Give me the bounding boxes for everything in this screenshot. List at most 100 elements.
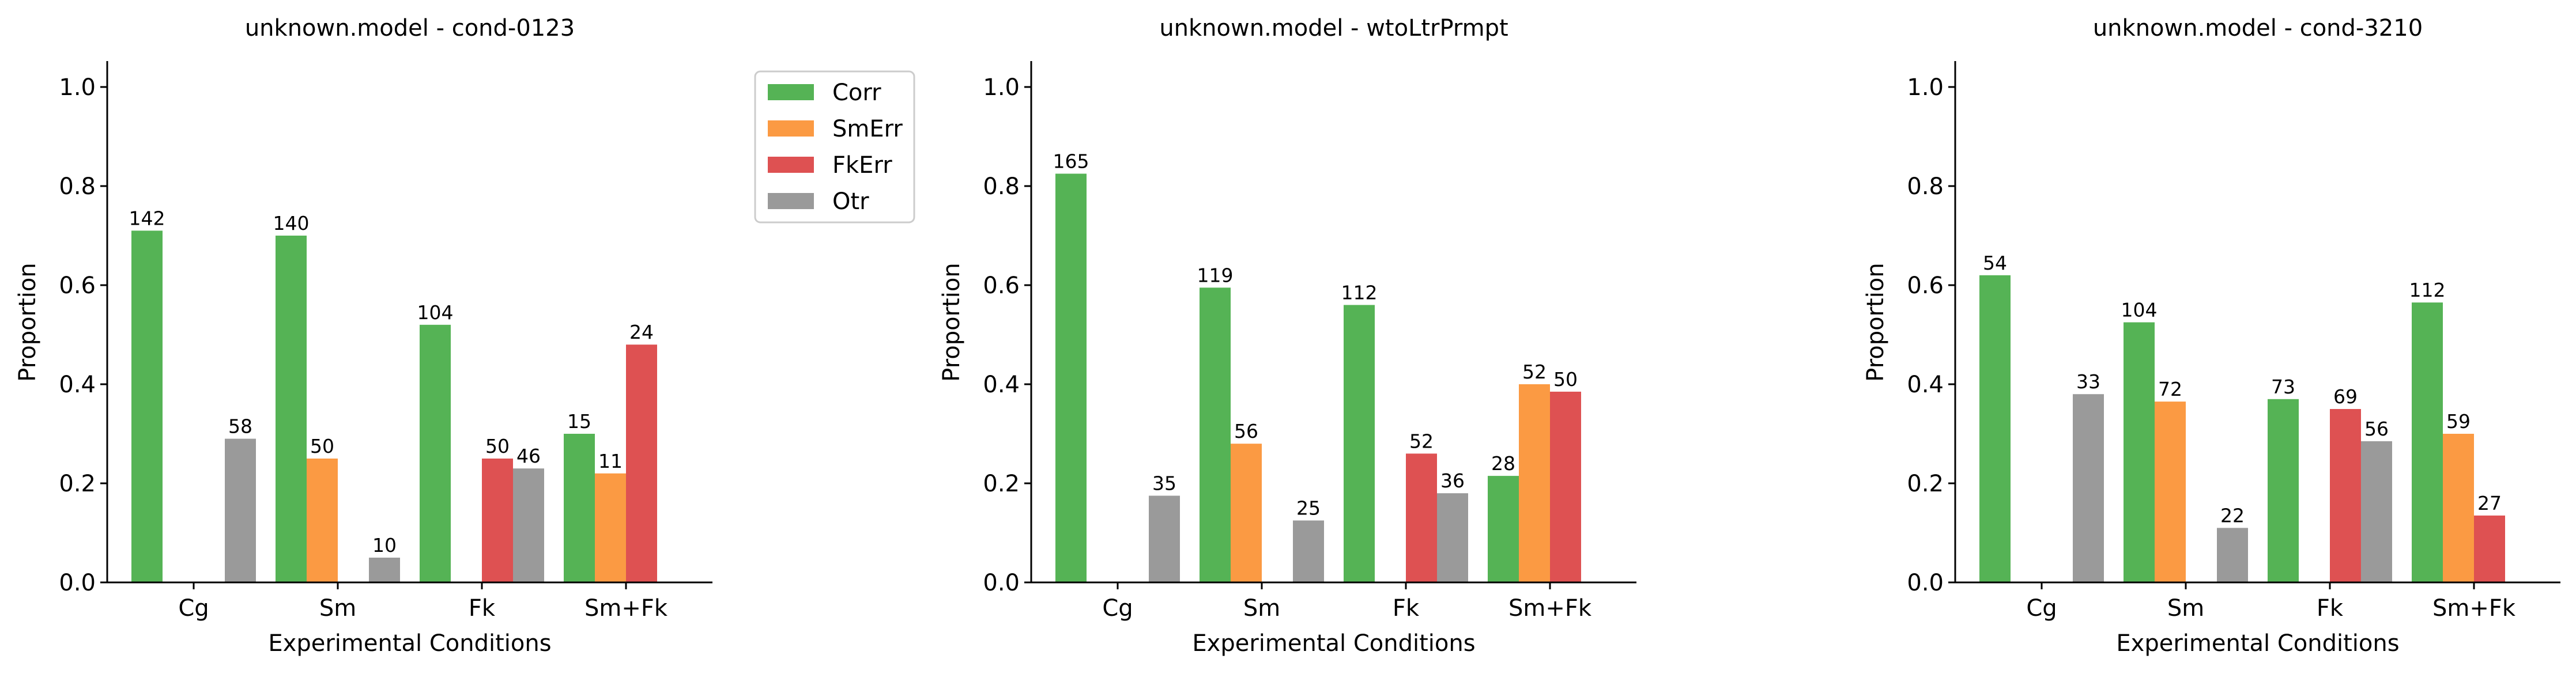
bar-fkerr-fk (482, 459, 513, 582)
x-tick-label: Cg (178, 595, 209, 622)
x-tick-label: Fk (2317, 595, 2344, 622)
legend-label-smerr: SmErr (832, 116, 903, 142)
y-tick-label: 0.0 (59, 570, 96, 596)
x-tick-label: Sm (2167, 595, 2204, 622)
x-tick-label: Sm+Fk (584, 595, 668, 622)
bar-value-label: 52 (1522, 361, 1547, 383)
bar-value-label: 22 (2220, 504, 2245, 527)
bar-corr-fk (2268, 399, 2299, 582)
y-tick-label: 0.4 (983, 372, 1020, 398)
chart-panel-1: 142 140 104 15 50 11 50 24 58 10 46 0.0 0.2 0.4 0.6 0.8… (14, 15, 712, 657)
y-tick-label: 0.2 (983, 471, 1020, 497)
bar-corr-cg (131, 230, 163, 582)
y-tick-label: 0.0 (983, 570, 1020, 596)
bar-value-label: 56 (2364, 418, 2389, 440)
y-tick-label: 0.8 (983, 173, 1020, 200)
y-tick-label: 0.2 (59, 471, 96, 497)
x-tick-label: Cg (1102, 595, 1133, 622)
x-tick-label: Sm+Fk (2432, 595, 2516, 622)
bar-corr-fk (420, 324, 451, 582)
bar-value-label: 10 (372, 534, 397, 556)
y-tick-label: 0.6 (1907, 272, 1944, 299)
bar-value-label: 73 (2271, 376, 2295, 398)
bar-fkerr-fk (1406, 453, 1437, 582)
bar-value-label: 59 (2446, 410, 2471, 433)
bar-value-label: 15 (567, 410, 591, 433)
y-tick-label: 0.4 (59, 372, 96, 398)
bar-value-label: 112 (2409, 279, 2446, 301)
bar-value-label: 46 (516, 445, 541, 467)
bar-value-label: 24 (629, 321, 654, 343)
bar-value-label: 104 (417, 301, 454, 324)
legend: Corr SmErr FkErr Otr (754, 70, 915, 224)
y-tick-label: 0.8 (1907, 173, 1944, 200)
bar-value-label: 112 (1341, 281, 1378, 304)
bar-value-label: 28 (1491, 452, 1515, 475)
bar-smerr-sm (1231, 444, 1262, 582)
x-tick-label: Fk (1393, 595, 1420, 622)
bar-value-label: 50 (310, 435, 334, 457)
legend-swatch-otr (768, 193, 814, 209)
legend-label-corr: Corr (832, 79, 881, 106)
bar-otr-cg (1149, 495, 1180, 582)
bar-otr-cg (2073, 394, 2104, 582)
legend-label-fkerr: FkErr (832, 152, 892, 179)
chart-panel-2: 165 119 112 28 56 52 52 50 35 25 36 0.0 0.2 0.4 0.6 0.8… (938, 15, 1636, 657)
bar-value-label: 50 (1553, 368, 1578, 391)
bar-fkerr-sm-fk (626, 344, 657, 582)
bar-corr-fk (1344, 305, 1375, 582)
bar-fkerr-fk (2330, 409, 2361, 582)
y-tick-label: 0.4 (1907, 372, 1944, 398)
bar-smerr-sm (307, 459, 338, 582)
x-tick-label: Sm (319, 595, 356, 622)
bar-corr-sm (2124, 322, 2155, 582)
y-tick-label: 0.6 (59, 272, 96, 299)
bar-value-label: 69 (2333, 385, 2358, 408)
bar-value-label: 140 (273, 212, 310, 234)
bar-value-label: 50 (485, 435, 510, 457)
bar-value-label: 36 (1440, 469, 1465, 492)
x-tick-label: Sm+Fk (1508, 595, 1592, 622)
bar-value-label: 142 (129, 207, 165, 229)
bar-otr-cg (225, 438, 256, 582)
x-tick-label: Fk (469, 595, 496, 622)
bar-corr-sm (1200, 287, 1231, 582)
y-tick-label: 0.6 (983, 272, 1020, 299)
bar-otr-fk (1437, 493, 1468, 582)
bar-corr-sm-fk (2412, 302, 2443, 582)
bar-fkerr-sm-fk (1550, 391, 1581, 582)
legend-frame (754, 70, 915, 224)
bar-value-label: 27 (2477, 492, 2502, 514)
y-tick-label: 1.0 (983, 74, 1020, 101)
chart-title: unknown.model - cond-3210 (2093, 15, 2423, 41)
x-axis-label: Experimental Conditions (2116, 630, 2399, 657)
x-tick-label: Sm (1243, 595, 1280, 622)
y-axis-label: Proportion (938, 263, 965, 381)
bar-value-label: 25 (1296, 497, 1321, 520)
bar-corr-cg (1979, 275, 2011, 582)
x-axis-label: Experimental Conditions (268, 630, 551, 657)
y-tick-label: 0.2 (1907, 471, 1944, 497)
bar-corr-cg (1055, 173, 1087, 582)
chart-title: unknown.model - cond-0123 (245, 15, 575, 41)
y-tick-label: 0.0 (1907, 570, 1944, 596)
bar-smerr-sm-fk (1519, 384, 1550, 582)
chart-panel-3: 54 104 73 112 72 59 69 27 33 22 56 0.0 0.2 0.4 0.6 0.8 1… (1862, 15, 2560, 657)
bar-corr-sm-fk (1488, 476, 1519, 582)
bar-otr-fk (513, 468, 544, 582)
y-tick-label: 1.0 (59, 74, 96, 101)
bar-value-label: 119 (1197, 264, 1234, 286)
bar-fkerr-sm-fk (2474, 515, 2505, 582)
bar-value-label: 58 (228, 415, 252, 438)
y-tick-label: 1.0 (1907, 74, 1944, 101)
bar-smerr-sm-fk (595, 473, 626, 582)
legend-swatch-fkerr (768, 157, 814, 173)
bar-value-label: 52 (1409, 430, 1434, 452)
chart-title: unknown.model - wtoLtrPrmpt (1159, 15, 1508, 41)
y-tick-label: 0.8 (59, 173, 96, 200)
bar-corr-sm (276, 236, 307, 582)
bar-smerr-sm (2155, 402, 2186, 582)
bar-value-label: 72 (2158, 378, 2182, 400)
bar-smerr-sm-fk (2443, 434, 2474, 582)
